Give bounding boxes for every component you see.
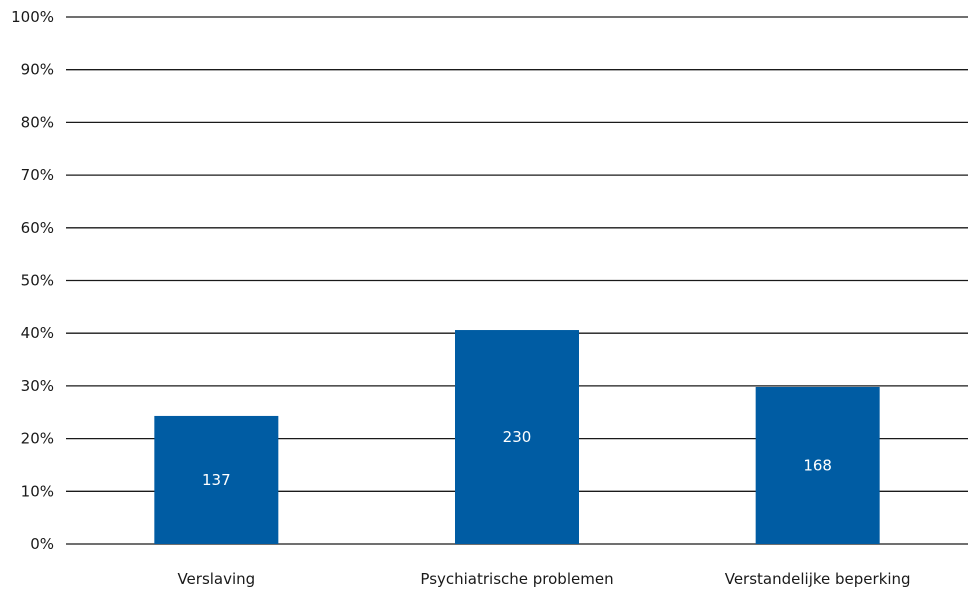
x-axis-category-labels: Verslaving Psychiatrische problemen Versta… xyxy=(177,570,910,588)
bars xyxy=(154,330,880,544)
bar-data-label: 137 xyxy=(202,471,231,489)
y-axis-tick-labels: 0% 10% 20% 30% 40% 50% 60% 70% 80% 90% 100% xyxy=(11,8,54,553)
bar-data-label: 168 xyxy=(803,456,832,474)
bar xyxy=(154,415,279,544)
x-category-label: Psychiatrische problemen xyxy=(420,570,613,588)
y-tick-label: 100% xyxy=(11,8,54,26)
data-labels: 137 230 168 xyxy=(202,428,832,489)
x-category-label: Verslaving xyxy=(177,570,255,588)
y-tick-label: 50% xyxy=(21,272,54,290)
y-tick-label: 80% xyxy=(21,113,54,131)
y-tick-label: 40% xyxy=(21,324,54,342)
bar xyxy=(755,386,880,544)
bar-data-label: 230 xyxy=(503,428,532,446)
y-tick-label: 20% xyxy=(21,430,54,448)
bar xyxy=(455,330,579,544)
y-tick-label: 10% xyxy=(21,482,54,500)
y-tick-label: 70% xyxy=(21,166,54,184)
x-category-label: Verstandelijke beperking xyxy=(725,570,911,588)
y-tick-label: 0% xyxy=(30,535,54,553)
y-tick-label: 90% xyxy=(21,61,54,79)
y-tick-label: 30% xyxy=(21,377,54,395)
y-tick-label: 60% xyxy=(21,219,54,237)
